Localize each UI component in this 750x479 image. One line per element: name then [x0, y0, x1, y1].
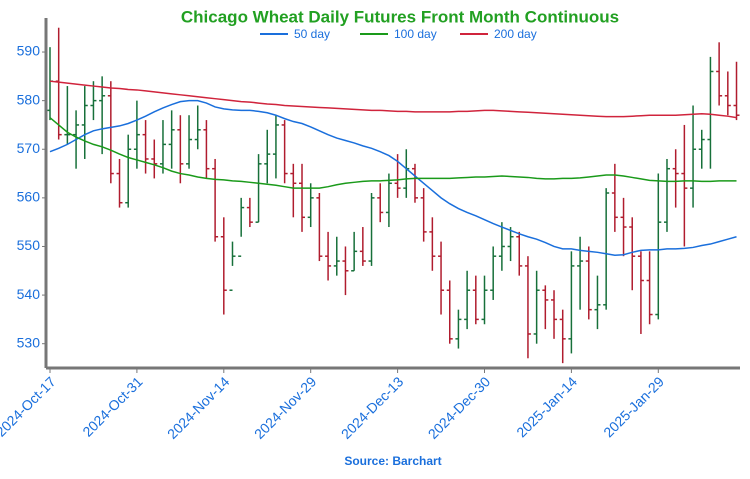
- ma-line: [49, 99, 737, 256]
- x-tick-label: 2024-Oct-17: [0, 373, 59, 439]
- chart-title: Chicago Wheat Daily Futures Front Month …: [181, 7, 619, 26]
- y-tick-label: 570: [17, 140, 41, 156]
- legend-label: 200 day: [494, 27, 537, 41]
- x-tick-label: 2024-Dec-30: [425, 373, 494, 442]
- ma-line: [49, 117, 737, 189]
- x-tick-label: 2025-Jan-29: [600, 373, 667, 440]
- ma-line: [49, 80, 737, 119]
- x-tick-label: 2025-Jan-14: [513, 373, 580, 440]
- x-tick-label: 2024-Dec-13: [338, 373, 407, 442]
- x-tick-label: 2024-Oct-31: [79, 373, 145, 439]
- y-tick-label: 540: [17, 286, 41, 302]
- x-tick-label: 2024-Nov-29: [251, 373, 320, 442]
- y-tick-label: 530: [17, 334, 41, 350]
- source: Source: Barchart: [344, 454, 441, 468]
- y-tick-label: 560: [17, 189, 41, 205]
- y-tick-label: 550: [17, 237, 41, 253]
- legend-label: 50 day: [294, 27, 330, 41]
- x-tick-label: 2024-Nov-14: [164, 373, 233, 442]
- y-tick-label: 580: [17, 91, 41, 107]
- y-tick-label: 590: [17, 43, 41, 59]
- legend-label: 100 day: [394, 27, 437, 41]
